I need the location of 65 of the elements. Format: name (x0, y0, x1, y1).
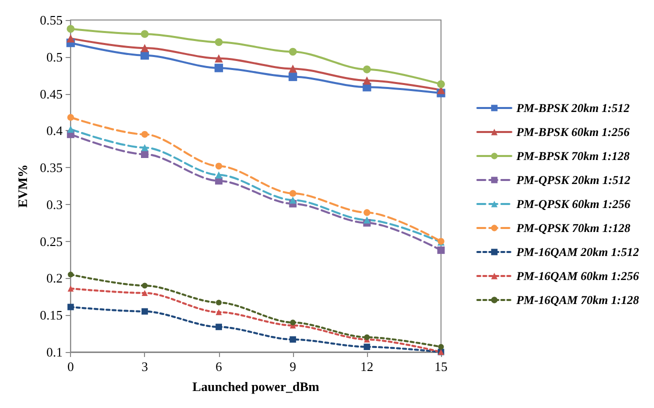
legend-label: PM-16QAM 60km 1:256 (516, 269, 640, 283)
x-tick-label: 15 (434, 359, 448, 374)
point (290, 336, 296, 343)
point (141, 130, 148, 138)
x-tick-label: 3 (141, 359, 148, 374)
x-axis-title: Launched power_dBm (192, 379, 320, 394)
point (67, 114, 74, 121)
point (437, 246, 445, 254)
point (288, 72, 298, 82)
point (214, 64, 224, 72)
point (214, 54, 223, 62)
legend-label: PM-QPSK 20km 1:512 (516, 173, 630, 187)
y-tick-label: 0.1 (46, 344, 63, 360)
x-tick-label: 12 (360, 359, 374, 374)
legend-label: PM-BPSK 60km 1:256 (516, 125, 630, 139)
legend-label: PM-BPSK 70km 1:128 (516, 149, 630, 163)
point (438, 344, 444, 350)
y-tick-label: 0.35 (40, 160, 63, 176)
point (140, 44, 149, 52)
point (363, 66, 371, 74)
point (142, 282, 148, 288)
legend-label: PM-16QAM 20km 1:512 (516, 245, 640, 259)
y-tick-label: 0.2 (46, 270, 63, 286)
x-tick-label: 9 (290, 359, 296, 374)
legend-label: PM-QPSK 60km 1:256 (516, 197, 630, 211)
point (288, 48, 297, 56)
point (364, 344, 370, 350)
point (289, 190, 296, 197)
point (215, 171, 222, 178)
point (214, 38, 223, 46)
y-tick-label: 0.25 (40, 234, 63, 249)
point (68, 286, 74, 292)
point (140, 150, 148, 158)
point (215, 162, 222, 170)
point (437, 80, 445, 88)
point (140, 30, 149, 38)
x-tick-label: 0 (67, 359, 74, 374)
point (67, 126, 74, 133)
point (362, 76, 372, 85)
y-tick-label: 0.3 (46, 196, 63, 212)
y-tick-label: 0.4 (46, 123, 64, 138)
point (66, 34, 75, 43)
point (66, 24, 75, 33)
point (142, 290, 148, 296)
point (364, 209, 370, 216)
point (68, 272, 74, 278)
x-tick-label: 6 (216, 359, 223, 374)
legend-label: PM-BPSK 20km 1:512 (516, 101, 630, 115)
legend-label: PM-QPSK 70km 1:128 (516, 221, 630, 235)
point (363, 216, 370, 224)
y-tick-label: 0.55 (40, 12, 63, 28)
y-tick-label: 0.15 (40, 308, 63, 323)
point (216, 324, 222, 330)
point (141, 144, 148, 152)
y-tick-label: 0.5 (46, 49, 63, 64)
legend-label: PM-16QAM 70km 1:128 (516, 293, 640, 307)
point (216, 309, 222, 316)
point (288, 64, 297, 73)
point (67, 304, 74, 310)
point (142, 308, 148, 315)
y-tick-label: 0.45 (40, 86, 63, 102)
point (289, 196, 296, 204)
point (216, 300, 222, 306)
point (290, 320, 296, 326)
y-axis-title: EVM% (15, 164, 30, 208)
